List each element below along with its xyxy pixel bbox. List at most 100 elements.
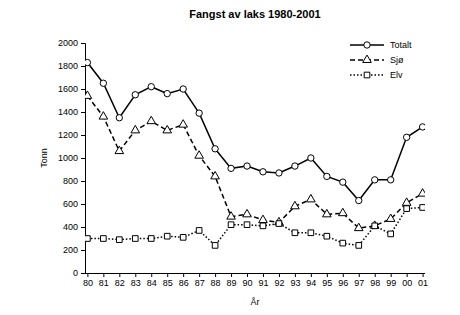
- tick-mark: [199, 273, 200, 277]
- marker: [276, 221, 282, 227]
- tick-mark: [81, 273, 85, 274]
- tick-label: 94: [306, 278, 316, 288]
- marker: [195, 151, 204, 158]
- marker: [338, 208, 347, 215]
- marker: [292, 230, 298, 236]
- tick: 200: [63, 245, 85, 255]
- tick: 95: [322, 273, 332, 288]
- marker: [180, 235, 186, 241]
- x-axis-title: År: [251, 297, 260, 307]
- tick-mark: [375, 273, 376, 277]
- tick-mark: [295, 273, 296, 277]
- tick-mark: [359, 273, 360, 277]
- tick: 88: [211, 273, 221, 288]
- marker: [116, 237, 122, 243]
- marker: [179, 120, 188, 127]
- tick: 93: [290, 273, 300, 288]
- tick-label: 80: [83, 278, 93, 288]
- tick-mark: [135, 273, 136, 277]
- tick-mark: [279, 273, 280, 277]
- tick-label: 1000: [58, 153, 78, 163]
- tick-label: 00: [402, 278, 412, 288]
- marker: [260, 223, 266, 229]
- marker: [85, 236, 90, 242]
- marker: [228, 165, 234, 171]
- tick-label: 1600: [58, 84, 78, 94]
- series-line: [87, 63, 422, 201]
- tick-label: 2000: [58, 38, 78, 48]
- marker: [418, 189, 425, 196]
- marker: [132, 236, 138, 242]
- tick-label: 600: [63, 199, 78, 209]
- tick: 400: [63, 222, 85, 232]
- marker: [386, 214, 395, 221]
- marker: [291, 201, 300, 208]
- marker: [388, 231, 394, 237]
- plot-area: [85, 59, 425, 248]
- marker: [148, 236, 154, 242]
- tick-mark: [81, 227, 85, 228]
- tick: 2000: [58, 38, 85, 48]
- tick-label: 89: [227, 278, 237, 288]
- tick-mark: [81, 66, 85, 67]
- tick: 86: [179, 273, 189, 288]
- tick: 99: [386, 273, 396, 288]
- marker: [307, 194, 316, 201]
- tick-mark: [391, 273, 392, 277]
- marker: [340, 179, 346, 185]
- marker: [340, 240, 346, 246]
- tick-mark: [231, 273, 232, 277]
- legend-item: Sjø: [350, 55, 404, 65]
- marker: [212, 146, 218, 152]
- tick-label: 400: [63, 222, 78, 232]
- tick-mark: [119, 273, 120, 277]
- tick-label: 01: [418, 278, 428, 288]
- tick-label: 93: [290, 278, 300, 288]
- tick-label: 82: [115, 278, 125, 288]
- marker: [354, 223, 363, 230]
- legend-label: Sjø: [390, 55, 404, 65]
- tick: 81: [99, 273, 109, 288]
- tick: 84: [147, 273, 157, 288]
- tick: 1400: [58, 107, 85, 117]
- chart: 0200400600800100012001400160018002000808…: [0, 0, 460, 315]
- tick-label: 99: [386, 278, 396, 288]
- marker: [227, 212, 236, 219]
- tick-label: 98: [370, 278, 380, 288]
- marker: [356, 197, 362, 203]
- marker: [402, 198, 411, 205]
- tick-label: 83: [131, 278, 141, 288]
- tick: 1200: [58, 130, 85, 140]
- marker: [356, 243, 362, 249]
- legend: TotaltSjøElv: [350, 40, 412, 80]
- tick: 98: [370, 273, 380, 288]
- tick: 01: [418, 273, 428, 288]
- tick-mark: [151, 273, 152, 277]
- tick-mark: [327, 273, 328, 277]
- tick-label: 91: [258, 278, 268, 288]
- tick: 80: [83, 273, 93, 288]
- marker: [164, 233, 170, 239]
- marker: [244, 163, 250, 169]
- tick: 94: [306, 273, 316, 288]
- tick: 82: [115, 273, 125, 288]
- tick: 89: [227, 273, 237, 288]
- marker: [116, 115, 122, 121]
- tick: 1800: [58, 61, 85, 71]
- marker: [164, 90, 170, 96]
- tick-label: 1800: [58, 61, 78, 71]
- marker: [308, 230, 314, 236]
- tick-mark: [81, 158, 85, 159]
- marker: [132, 92, 138, 98]
- marker: [308, 155, 314, 161]
- tick-mark: [423, 273, 424, 277]
- tick: 96: [338, 273, 348, 288]
- marker: [260, 169, 266, 175]
- tick: 0: [73, 268, 85, 278]
- marker: [101, 236, 107, 242]
- y-axis-title: Tonn: [39, 148, 49, 168]
- marker: [370, 221, 379, 228]
- tick-mark: [215, 273, 216, 277]
- tick-label: 92: [274, 278, 284, 288]
- tick: 600: [63, 199, 85, 209]
